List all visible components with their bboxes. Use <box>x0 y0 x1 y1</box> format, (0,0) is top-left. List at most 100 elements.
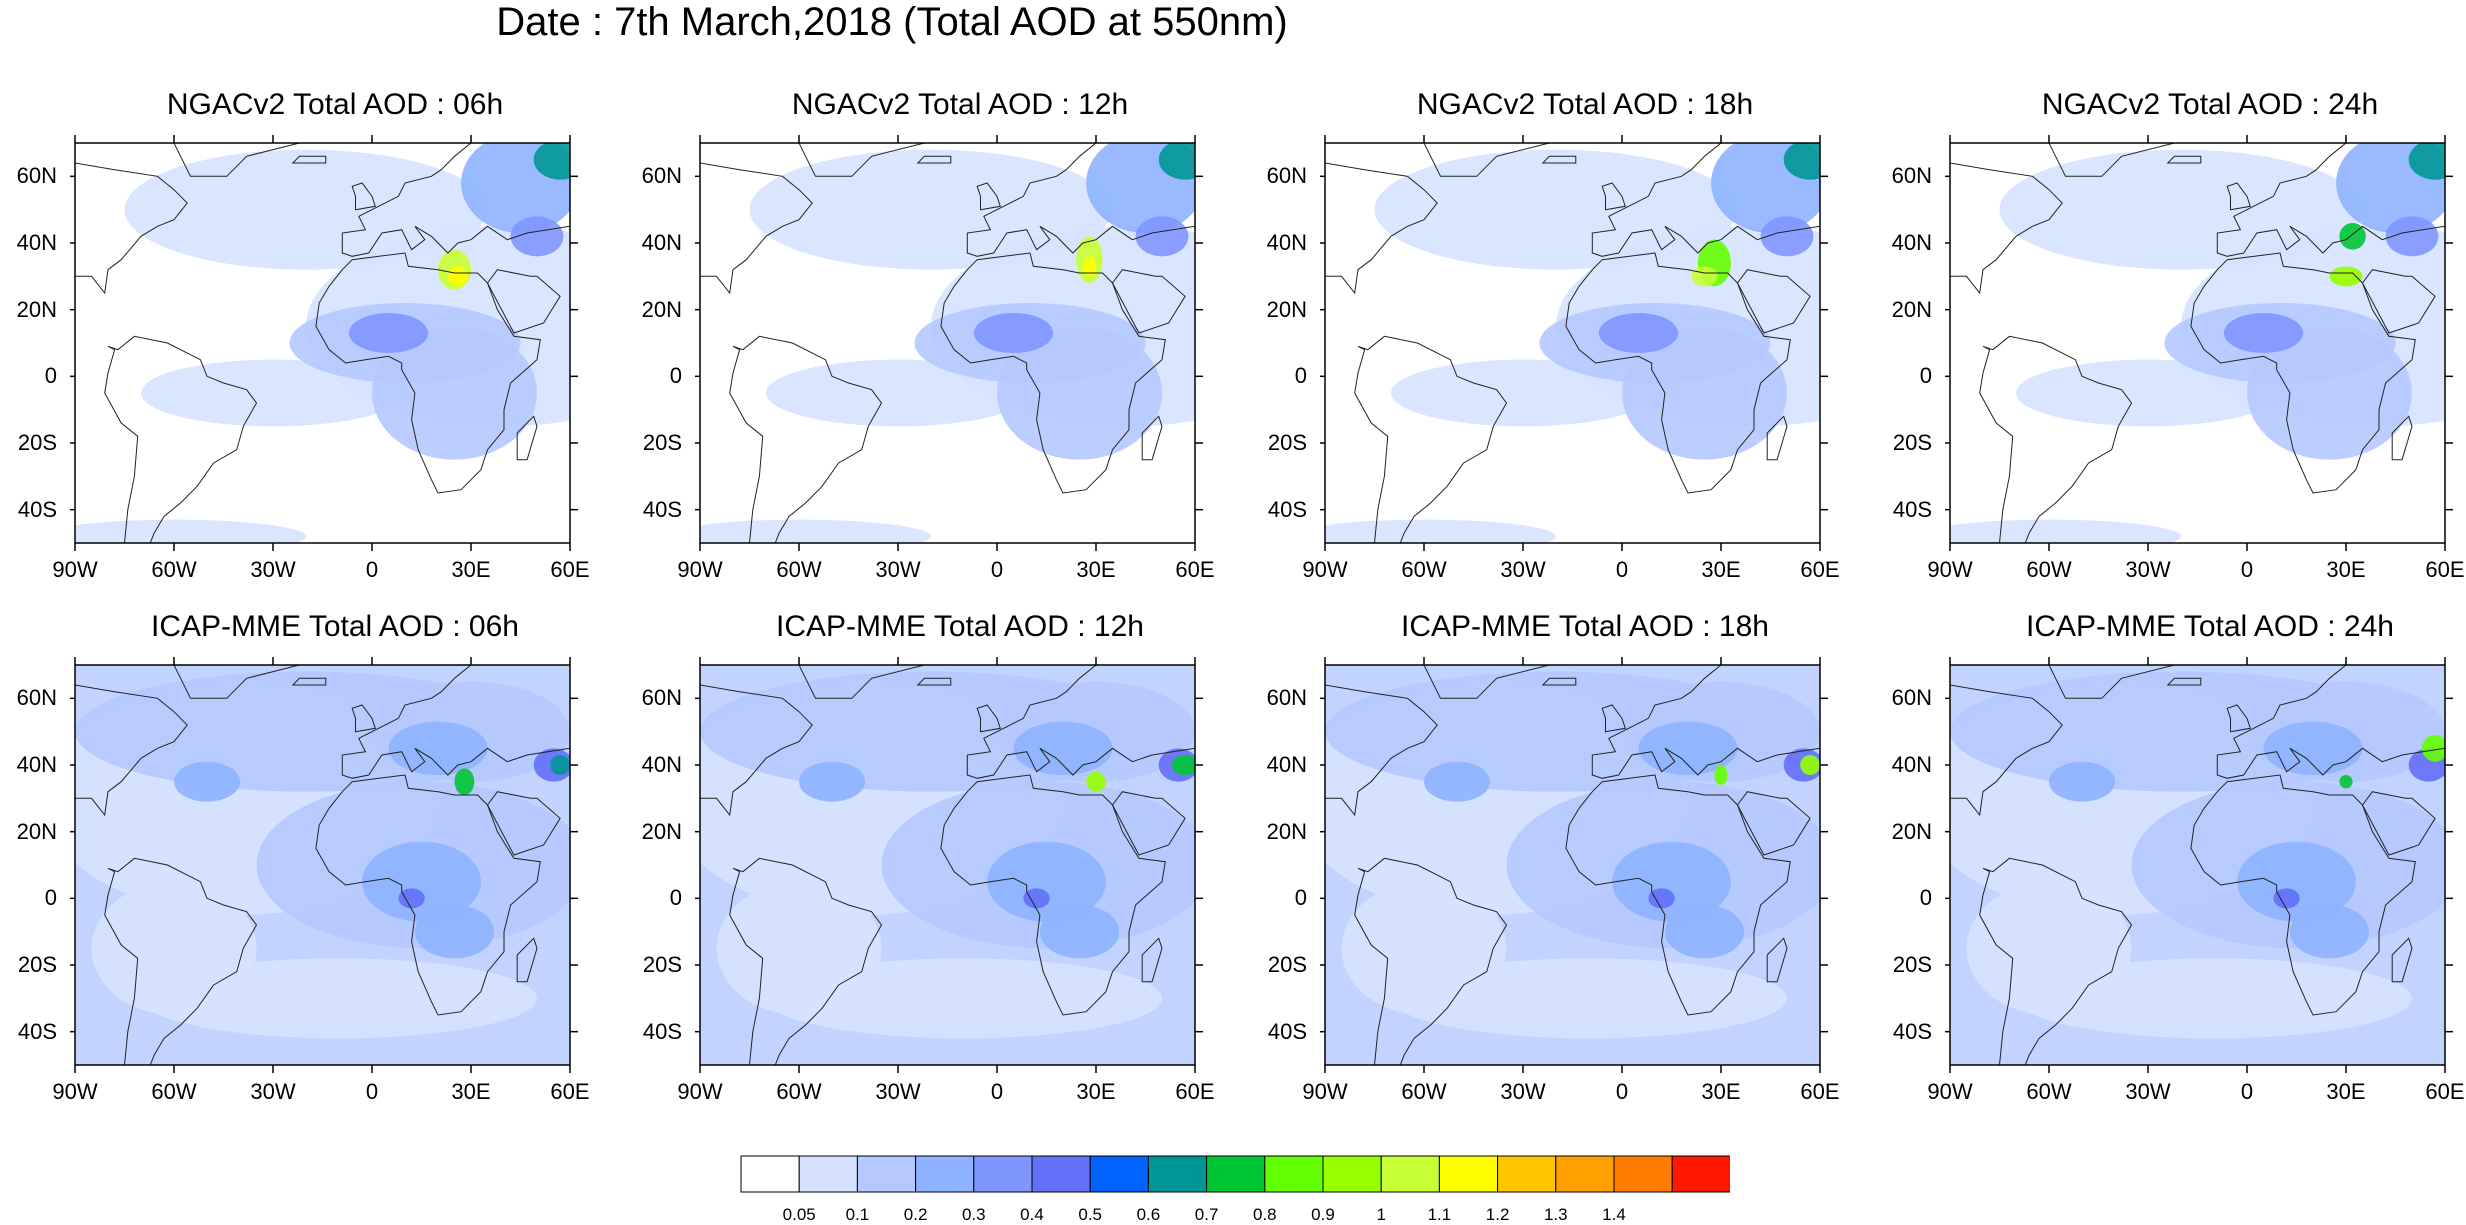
coastline <box>2190 774 2416 1016</box>
map-panel: NGACv2 Total AOD : 12h 60N 40N 20N 0 20S 40S 90… <box>642 88 1225 598</box>
aod-region <box>1612 841 1731 922</box>
aod-region <box>398 888 425 909</box>
aod-region <box>2263 721 2363 775</box>
colorbar-swatch <box>1206 1155 1266 1193</box>
colorbar-swatch <box>915 1155 975 1193</box>
coastline <box>700 162 813 295</box>
lat-tick-label: 60N <box>1266 163 1307 189</box>
coastline <box>486 269 561 334</box>
aod-region <box>75 519 306 543</box>
coastline <box>351 182 376 211</box>
lat-tick-label: 20S <box>642 430 682 455</box>
coastline <box>798 665 925 699</box>
coastline <box>1565 774 1791 1016</box>
map-frame <box>699 664 1196 1066</box>
coastline <box>700 684 813 817</box>
lon-tick-label: 60E <box>550 557 590 582</box>
coastline <box>729 857 883 1065</box>
coastline <box>2226 704 2251 733</box>
lat-tick-label: 40S <box>1892 1018 1932 1044</box>
aod-region <box>1800 755 1820 775</box>
aod-region <box>414 905 495 959</box>
lat-tick-label: 0 <box>1919 885 1932 911</box>
coastline <box>1766 937 1788 983</box>
lat-tick-label: 20S <box>642 952 682 977</box>
lon-tick-label: 30E <box>1076 557 1116 582</box>
lat-tick-label: 60N <box>641 685 682 711</box>
coastline <box>2190 252 2416 494</box>
aod-region <box>749 149 1113 270</box>
lat-tick-label: 20N <box>1266 296 1307 322</box>
aod-region <box>1039 905 1120 959</box>
coastline <box>976 182 1001 211</box>
aod-region <box>1691 266 1718 287</box>
lat-tick-label: 60N <box>16 685 57 711</box>
lat-tick-label: 20N <box>641 296 682 322</box>
colorbar-label: 1.2 <box>1485 1205 1510 1224</box>
lat-tick-label: 0 <box>1294 363 1307 389</box>
lon-tick-label: 30E <box>2326 557 2366 582</box>
lon-tick-label: 60E <box>1175 557 1215 582</box>
lon-tick-label: 0 <box>1615 1079 1629 1104</box>
aod-region <box>348 313 429 353</box>
aod-region <box>388 721 488 775</box>
lat-tick-label: 40S <box>17 1018 57 1044</box>
colorbar-label: 1.1 <box>1427 1205 1452 1224</box>
aod-region <box>447 266 468 287</box>
colorbar-label: 1.4 <box>1602 1205 1626 1224</box>
coastline <box>1541 155 1577 164</box>
aod-region <box>1374 149 1738 270</box>
lon-tick-label: 30W <box>875 1079 921 1104</box>
lon-tick-label: 90W <box>1302 1079 1348 1104</box>
lat-tick-label: 20S <box>1267 430 1307 455</box>
coastline <box>1979 857 2133 1065</box>
lon-tick-label: 60W <box>776 1079 822 1104</box>
coastline <box>1541 677 1577 686</box>
coastline <box>2166 677 2202 686</box>
panel-title: ICAP-MME Total AOD : 06h <box>151 610 519 643</box>
coastline <box>1979 335 2133 543</box>
lon-tick-label: 90W <box>52 1079 98 1104</box>
aod-region <box>124 149 488 270</box>
coastline <box>976 704 1001 733</box>
aod-region <box>2408 143 2445 180</box>
coastline <box>341 143 570 257</box>
aod-region <box>141 958 537 1039</box>
coastline <box>516 937 538 983</box>
coastline <box>516 415 538 461</box>
coastline <box>291 155 327 164</box>
lon-tick-label: 90W <box>677 1079 723 1104</box>
lon-tick-label: 60W <box>1401 557 1447 582</box>
colorbar-swatch <box>1613 1155 1673 1193</box>
colorbar-label: 0.9 <box>1311 1205 1335 1224</box>
colorbar-swatch <box>740 1155 800 1193</box>
colorbar-label: 0.7 <box>1194 1205 1219 1224</box>
coastline <box>341 665 570 779</box>
aod-region <box>1171 755 1195 775</box>
lon-tick-label: 90W <box>677 557 723 582</box>
lon-tick-label: 90W <box>1302 557 1348 582</box>
coastline <box>173 143 300 177</box>
coastline <box>1354 335 1508 543</box>
colorbar-label: 0.5 <box>1078 1205 1102 1224</box>
colorbar-label: 1 <box>1376 1205 1386 1224</box>
aod-map <box>695 135 1203 551</box>
aod-region <box>1158 143 1195 180</box>
lon-tick-label: 90W <box>1927 557 1973 582</box>
aod-map <box>1320 135 1828 551</box>
panel-title: NGACv2 Total AOD : 12h <box>791 88 1129 121</box>
lat-tick-label: 20N <box>16 818 57 844</box>
panel-title: ICAP-MME Total AOD : 18h <box>1401 610 1769 643</box>
lat-tick-label: 60N <box>16 163 57 189</box>
colorbar-label: 0.2 <box>903 1205 928 1224</box>
coastline <box>2361 791 2436 856</box>
coastline <box>729 335 883 543</box>
aod-region <box>1648 888 1675 909</box>
colorbar-swatch <box>973 1155 1033 1193</box>
lat-tick-label: 40S <box>642 1018 682 1044</box>
coastline <box>315 774 541 1016</box>
lon-tick-label: 60E <box>550 1079 590 1104</box>
lat-tick-label: 40N <box>641 752 682 777</box>
aod-region <box>1135 216 1189 257</box>
aod-region <box>454 768 475 795</box>
